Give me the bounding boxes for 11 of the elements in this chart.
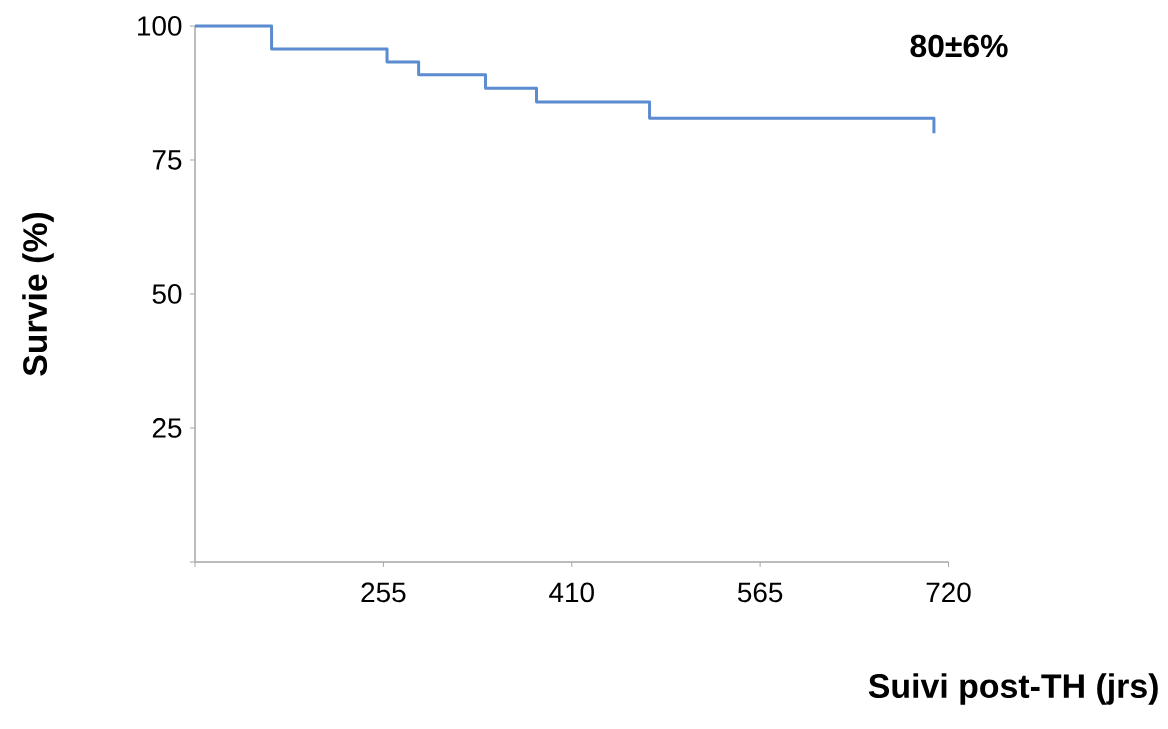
x-tick-label: 720 — [926, 582, 971, 603]
x-tick-label: 410 — [549, 582, 594, 603]
y-tick-label: 50 — [152, 284, 182, 304]
x-tick-label: 565 — [737, 582, 783, 603]
x-axis-title: Suivi post-TH (jrs) — [868, 673, 1158, 705]
y-tick-label: 25 — [152, 418, 182, 438]
y-axis-title: Survie (%) — [22, 212, 54, 376]
y-tick-label: 100 — [138, 16, 182, 36]
y-tick-label: 75 — [152, 150, 182, 170]
x-tick-label: 255 — [361, 582, 406, 603]
annotation: 80±6% — [910, 34, 1008, 58]
